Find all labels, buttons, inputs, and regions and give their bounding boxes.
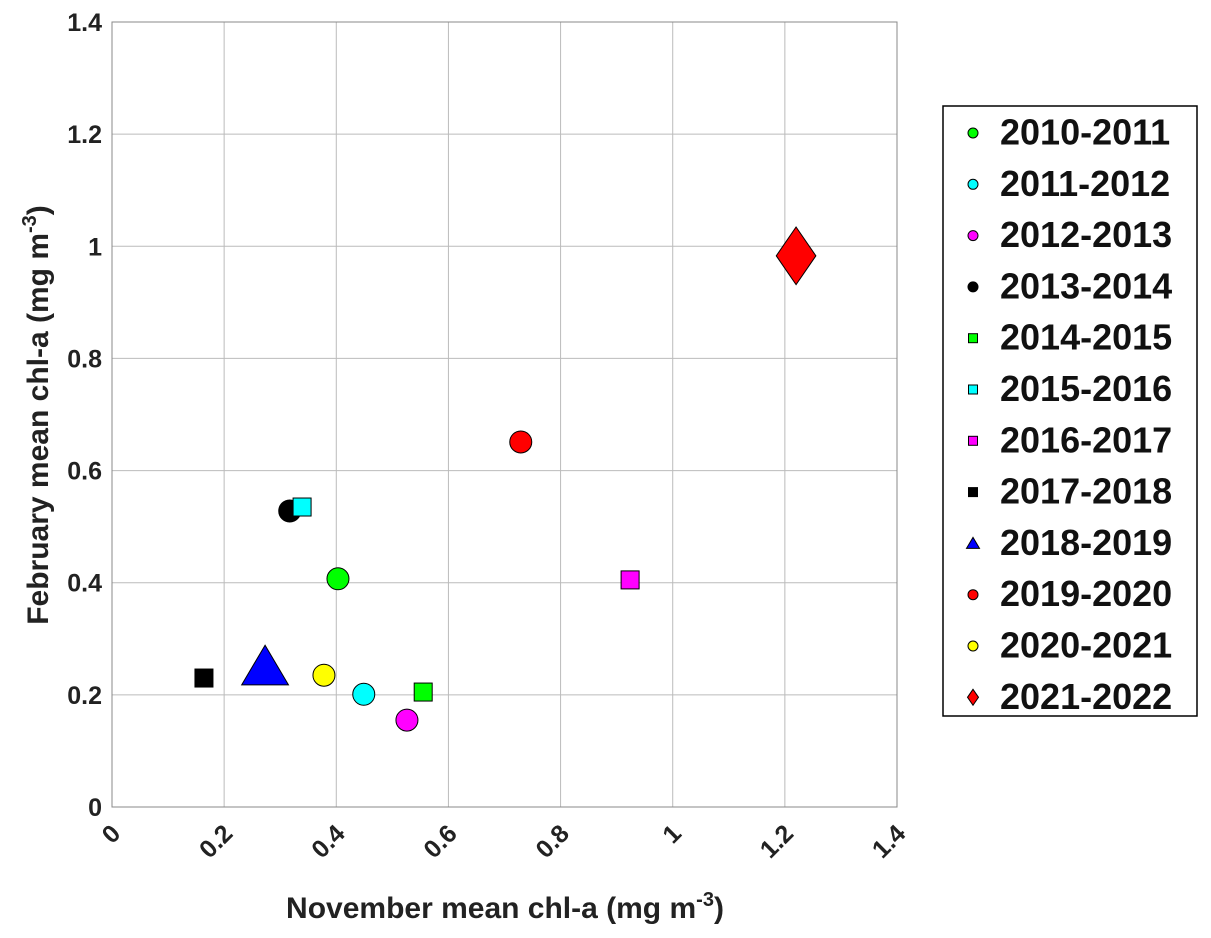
- legend-label: 2014-2015: [1000, 317, 1172, 358]
- legend-label: 2011-2012: [1000, 163, 1170, 204]
- marker: [194, 668, 214, 688]
- y-tick-label: 1.4: [67, 9, 102, 37]
- y-axis-label: February mean chl-a (mg m-3): [19, 205, 55, 625]
- y-tick-label: 0.6: [67, 458, 102, 486]
- legend-box: [942, 105, 1198, 717]
- marker: [395, 708, 419, 732]
- legend-marker: [968, 333, 978, 344]
- legend-label: 2016-2017: [1000, 419, 1172, 460]
- legend-label: 2018-2019: [1000, 522, 1172, 563]
- legend-marker: [967, 230, 979, 242]
- legend-marker: [967, 281, 979, 293]
- marker: [312, 663, 336, 687]
- legend-label: 2021-2022: [1000, 676, 1172, 717]
- y-tick-label: 0.2: [67, 682, 102, 710]
- marker: [326, 567, 350, 591]
- legend-label: 2012-2013: [1000, 214, 1172, 255]
- legend-marker: [967, 640, 979, 652]
- legend-label: 2017-2018: [1000, 471, 1172, 512]
- x-tick-label: 0: [97, 819, 127, 849]
- legend-marker: [968, 487, 978, 498]
- legend-marker: [967, 127, 979, 139]
- marker: [509, 430, 533, 454]
- legend-label: 2020-2021: [1000, 625, 1172, 666]
- x-tick-label: 1.2: [755, 819, 799, 863]
- y-label-text: February mean chl-a (mg m: [22, 233, 55, 625]
- x-tick-label: 0.2: [194, 819, 238, 863]
- legend-marker: [968, 435, 978, 446]
- x-tick-label: 0.8: [530, 819, 574, 863]
- legend-marker: [967, 178, 979, 190]
- y-tick-label: 0.4: [67, 570, 102, 598]
- legend-label: 2015-2016: [1000, 368, 1172, 409]
- legend-marker: [967, 589, 979, 601]
- marker: [292, 497, 312, 517]
- marker: [775, 226, 817, 286]
- marker: [413, 682, 433, 702]
- y-tick-label: 0.8: [67, 345, 102, 373]
- legend-label: 2010-2011: [1000, 112, 1170, 153]
- x-axis-label: November mean chl-a (mg m-3): [286, 889, 724, 925]
- x-tick-label: 0.4: [306, 819, 350, 863]
- x-tick-label: 0.6: [418, 819, 462, 863]
- plot-frame: [111, 21, 898, 808]
- x-label-suffix: ): [714, 892, 724, 925]
- marker: [240, 644, 290, 686]
- y-tick-label: 1: [88, 233, 102, 261]
- marker: [352, 682, 376, 706]
- legend-marker: [965, 536, 981, 549]
- x-label-sup: -3: [696, 889, 714, 911]
- legend-label: 2019-2020: [1000, 573, 1172, 614]
- y-tick-label: 1.2: [67, 121, 102, 149]
- y-tick-label: 0: [88, 794, 102, 822]
- y-label-sup: -3: [19, 215, 41, 233]
- y-label-suffix: ): [22, 205, 55, 215]
- x-tick-label: 1: [657, 819, 687, 849]
- marker: [620, 570, 640, 590]
- legend-marker: [966, 688, 980, 707]
- x-label-text: November mean chl-a (mg m: [286, 892, 696, 925]
- legend-marker: [968, 384, 978, 395]
- grid: [111, 21, 898, 808]
- x-tick-label: 1.4: [867, 819, 911, 863]
- legend-label: 2013-2014: [1000, 265, 1172, 306]
